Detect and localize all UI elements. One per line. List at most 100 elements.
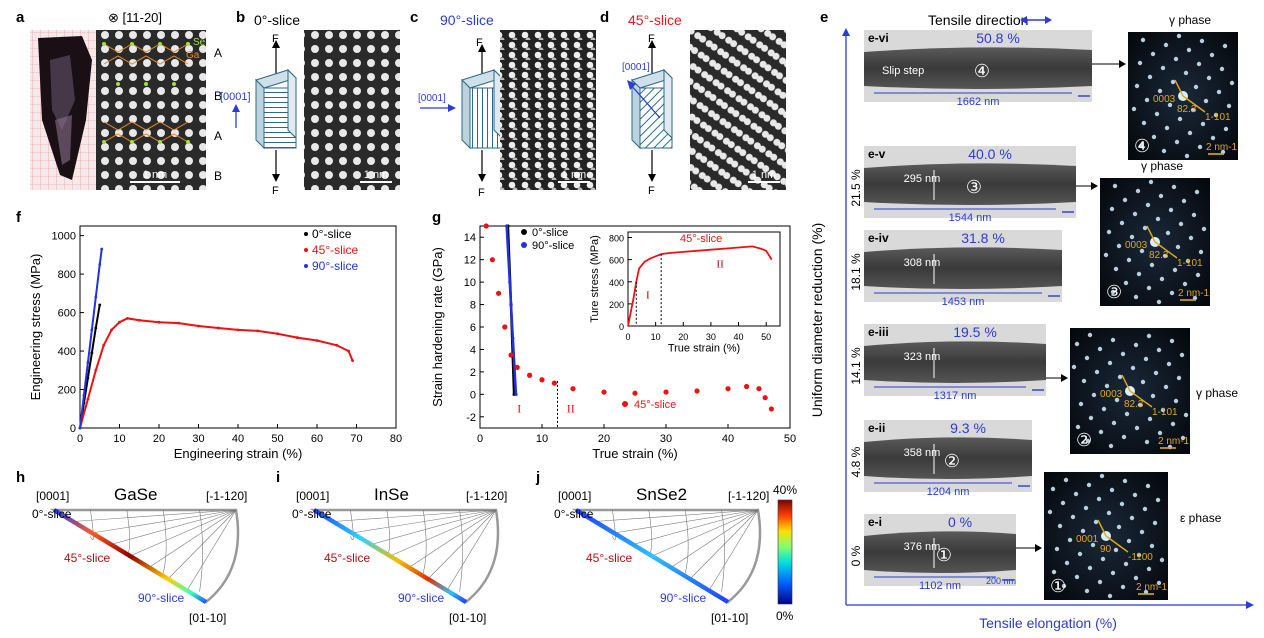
diffraction-spot bbox=[1150, 51, 1156, 57]
diffraction-spot bbox=[1146, 333, 1152, 339]
y-tick-label: 12 bbox=[464, 255, 476, 267]
diffraction-spot bbox=[1197, 144, 1203, 150]
corner-11-20: [-1-120] bbox=[728, 489, 769, 503]
y-tick-label: 400 bbox=[58, 346, 76, 358]
tem-strain: 19.5 % bbox=[953, 324, 997, 340]
saed-scale: 2 nm-1 bbox=[1178, 288, 1210, 299]
force-bottom-d: F bbox=[648, 185, 655, 197]
tem-number: ② bbox=[944, 451, 960, 471]
legend-label-2: 45°-slice bbox=[634, 399, 676, 411]
nanowire bbox=[864, 247, 1062, 289]
data-point bbox=[335, 343, 339, 347]
angle-label: 82.3 bbox=[1177, 104, 1197, 115]
diffraction-spot bbox=[1077, 551, 1083, 557]
tem-width: 295 nm bbox=[904, 173, 941, 185]
diffraction-spot bbox=[1203, 98, 1209, 104]
diffraction-spot bbox=[1119, 220, 1125, 226]
diffraction-spot bbox=[1146, 285, 1152, 291]
corner-01-10: [01-10] bbox=[189, 611, 226, 625]
material-name: GaSe bbox=[114, 485, 157, 504]
spot-label-2: -1100 bbox=[1128, 552, 1153, 563]
diffraction-spot bbox=[1145, 202, 1151, 208]
x-tick-label: 60 bbox=[311, 433, 323, 445]
tem-number: ④ bbox=[974, 61, 990, 81]
diffraction-spot bbox=[1137, 60, 1143, 66]
triangle-outline bbox=[309, 508, 500, 604]
g-vector bbox=[1129, 390, 1153, 408]
x-tick-label: 80 bbox=[390, 433, 402, 445]
diffraction-spot bbox=[1162, 253, 1168, 259]
data-point bbox=[508, 352, 514, 358]
direction-d: [0001] bbox=[622, 62, 650, 73]
y-tick-label: -2 bbox=[466, 412, 476, 424]
slice-0-label: 0°-slice bbox=[32, 507, 72, 521]
nanowire bbox=[864, 163, 1076, 205]
plot-frame bbox=[479, 225, 791, 429]
tem-row-e-iv: e-iv 31.8 % 1453 nm 308 nm 18.1 % bbox=[849, 230, 1062, 308]
spot-label-2: 1-101 bbox=[1205, 112, 1231, 123]
diffraction-spot bbox=[1173, 398, 1179, 404]
diffraction-spot bbox=[1073, 491, 1079, 497]
tem-length: 1317 nm bbox=[934, 390, 977, 402]
data-point bbox=[483, 223, 489, 229]
x-tick-label: 30 bbox=[660, 433, 672, 445]
diffraction-spot bbox=[1216, 89, 1222, 95]
diffraction-spot bbox=[1086, 482, 1092, 488]
legend-marker-1 bbox=[304, 248, 308, 252]
data-point bbox=[539, 377, 545, 383]
data-point bbox=[197, 324, 200, 328]
x-tick-label: 70 bbox=[350, 433, 362, 445]
data-point bbox=[86, 376, 90, 380]
panel-letter-h: h bbox=[16, 469, 25, 486]
diffraction-spot bbox=[1113, 547, 1119, 553]
chart-g-inset: 0 10 20 30 40 50 0 200 400 600 800 True strain (%) T… bbox=[589, 231, 781, 355]
data-point bbox=[118, 320, 121, 324]
diffraction-spot bbox=[1104, 383, 1110, 389]
tem-strain: 50.8 % bbox=[976, 30, 1020, 46]
data-point bbox=[126, 316, 129, 320]
panel-letter-c: c bbox=[410, 9, 418, 26]
inset-region-II: II bbox=[716, 258, 724, 270]
series-line-1 bbox=[505, 225, 518, 395]
haadf-image-b: 1 nm bbox=[304, 30, 400, 190]
tem-strain: 40.0 % bbox=[968, 146, 1012, 162]
panel-letter-a: a bbox=[16, 9, 25, 26]
diffraction-spot bbox=[1219, 66, 1225, 72]
grid-line bbox=[708, 509, 759, 591]
tem-strain: 9.3 % bbox=[950, 420, 986, 436]
data-point bbox=[601, 389, 607, 395]
corner-01-10: [01-10] bbox=[449, 611, 486, 625]
grid-line bbox=[408, 509, 497, 568]
tem-row-id: e-v bbox=[868, 147, 886, 161]
diffraction-spot bbox=[1194, 189, 1200, 195]
series-line-1 bbox=[79, 317, 354, 429]
data-point bbox=[98, 263, 102, 266]
slice-gradient-line bbox=[52, 508, 208, 604]
inset-region-I: I bbox=[646, 289, 650, 301]
corner-11-20: [-1-120] bbox=[206, 489, 247, 503]
diffraction-spot bbox=[1116, 243, 1122, 249]
tem-length: 1662 nm bbox=[957, 96, 1000, 108]
grid-line bbox=[389, 509, 497, 557]
slip-step-note: Slip step bbox=[882, 65, 924, 77]
zone-axis-label: ⊗ [11-20] bbox=[108, 10, 162, 25]
g-vector bbox=[1121, 374, 1131, 392]
tensile-direction-label: Tensile direction bbox=[928, 12, 1028, 28]
e-x-axis-arrow bbox=[1246, 601, 1254, 609]
diffraction-spot bbox=[1091, 392, 1097, 398]
diffraction-spot bbox=[1071, 364, 1077, 370]
grid-arc bbox=[199, 509, 203, 592]
data-point bbox=[216, 326, 220, 330]
data-point bbox=[110, 328, 113, 332]
diffraction-spot bbox=[1213, 112, 1219, 118]
diffraction-spot bbox=[1129, 515, 1135, 521]
diffraction-spot bbox=[1109, 206, 1115, 212]
angle-label: 90 bbox=[1100, 544, 1112, 555]
spot-label-2: 1-101 bbox=[1177, 258, 1203, 269]
tem-width: 323 nm bbox=[904, 351, 941, 363]
spot-label-2: 1-101 bbox=[1152, 407, 1178, 418]
haadf-image-a: 1 nm Se Ga A B A B bbox=[96, 30, 228, 190]
diffraction-spot bbox=[1087, 332, 1093, 338]
